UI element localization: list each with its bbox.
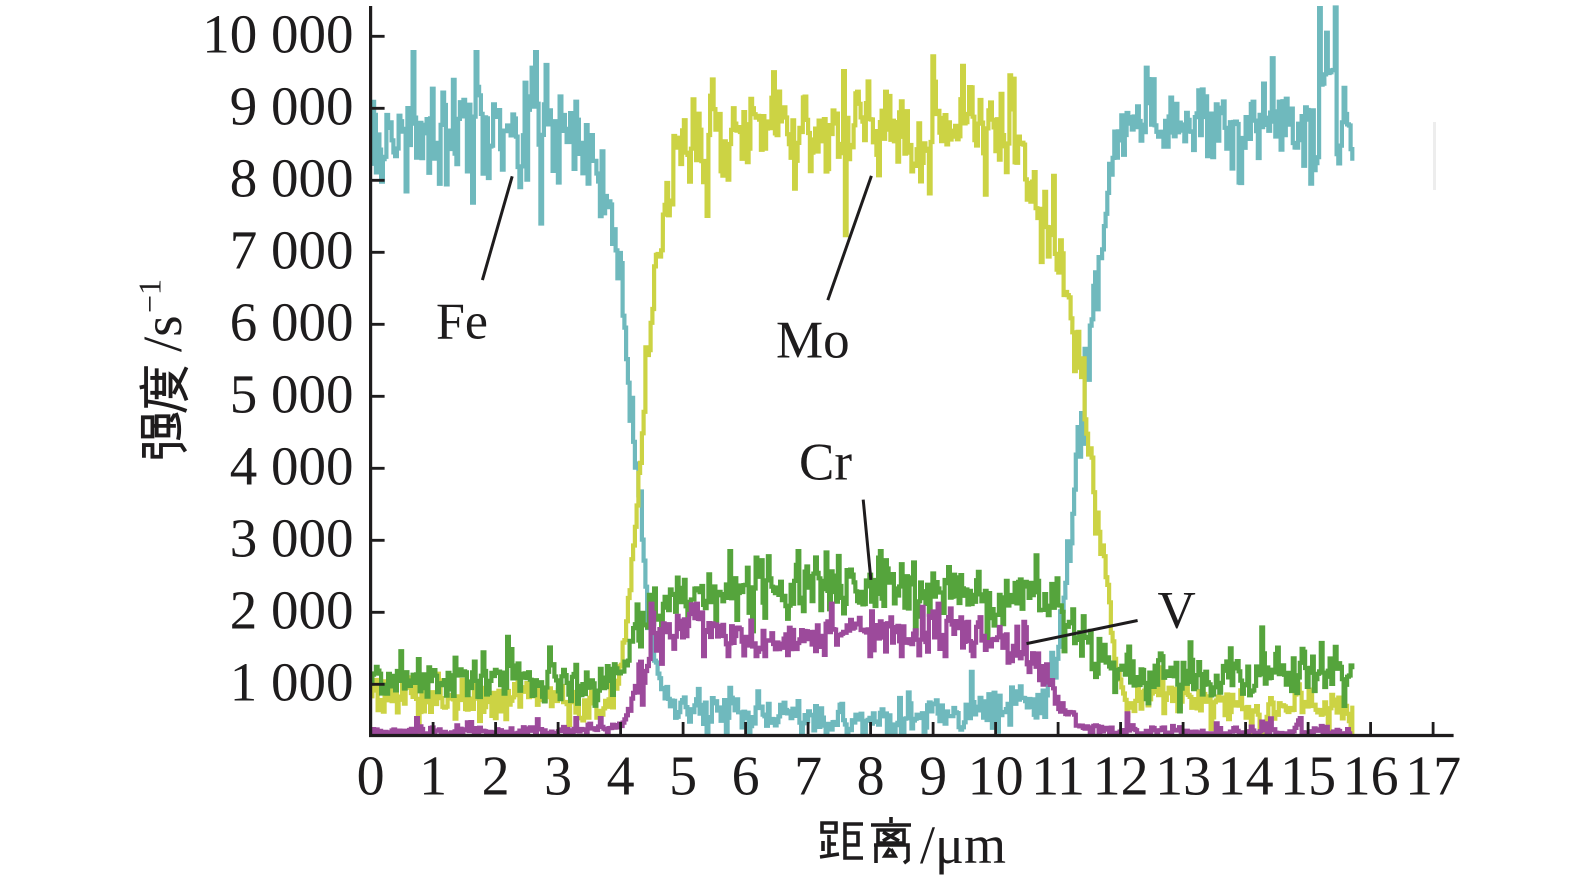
- svg-text:15: 15: [1280, 746, 1336, 808]
- svg-text:5: 5: [669, 746, 697, 808]
- svg-text:−1: −1: [132, 279, 168, 313]
- svg-text:Mo: Mo: [776, 311, 850, 369]
- svg-text:4: 4: [607, 746, 635, 808]
- svg-text:V: V: [1158, 582, 1196, 640]
- svg-text:0: 0: [357, 746, 385, 808]
- svg-text:7 000: 7 000: [230, 219, 354, 280]
- svg-text:4 000: 4 000: [230, 435, 354, 496]
- svg-text:3: 3: [544, 746, 572, 808]
- svg-text:16: 16: [1343, 746, 1399, 808]
- svg-text:2: 2: [482, 746, 510, 808]
- svg-text:/μm: /μm: [920, 815, 1006, 875]
- svg-text:6 000: 6 000: [230, 291, 354, 352]
- svg-text:5 000: 5 000: [230, 363, 354, 424]
- svg-text:7: 7: [794, 746, 822, 808]
- svg-text:11: 11: [1031, 746, 1085, 808]
- svg-text:8: 8: [857, 746, 885, 808]
- svg-text:17: 17: [1405, 746, 1461, 808]
- svg-text:6: 6: [732, 746, 760, 808]
- svg-text:/s: /s: [132, 315, 193, 352]
- svg-text:1: 1: [419, 746, 447, 808]
- svg-text:14: 14: [1218, 746, 1274, 808]
- svg-text:13: 13: [1155, 746, 1211, 808]
- svg-text:8 000: 8 000: [230, 147, 354, 208]
- svg-text:Cr: Cr: [799, 434, 852, 492]
- svg-text:Fe: Fe: [436, 294, 488, 351]
- svg-text:2 000: 2 000: [230, 579, 354, 640]
- svg-text:9: 9: [919, 746, 947, 808]
- svg-text:3 000: 3 000: [230, 507, 354, 568]
- svg-text:12: 12: [1093, 746, 1149, 808]
- svg-text:9 000: 9 000: [230, 75, 354, 136]
- svg-text:10 000: 10 000: [202, 3, 353, 64]
- svg-text:1 000: 1 000: [230, 651, 354, 712]
- svg-text:10: 10: [968, 746, 1024, 808]
